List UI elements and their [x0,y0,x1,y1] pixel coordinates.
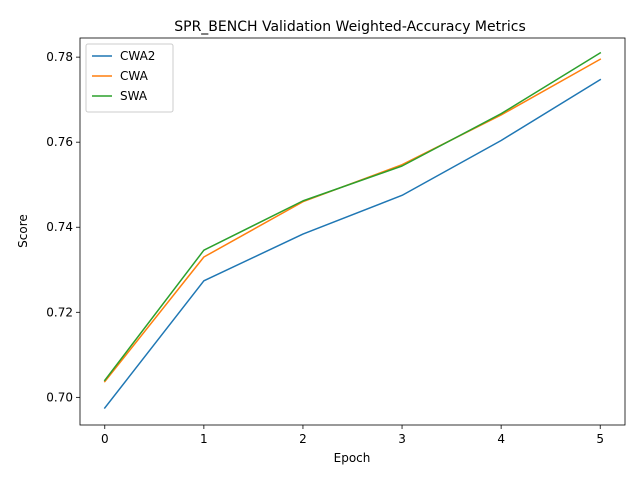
chart-title: SPR_BENCH Validation Weighted-Accuracy M… [174,19,526,35]
x-tick-label: 3 [398,432,406,446]
x-tick-label: 4 [497,432,505,446]
legend-label-cwa2: CWA2 [120,49,155,63]
y-tick-label: 0.70 [46,390,73,404]
series-lines [103,51,602,410]
x-tick-label: 0 [101,432,109,446]
x-tick-label: 1 [200,432,208,446]
y-tick-label: 0.74 [46,220,73,234]
y-tick-label: 0.72 [46,305,73,319]
legend: CWA2 CWA SWA [85,43,174,113]
x-tick-label: 2 [299,432,307,446]
x-tick-label: 5 [596,432,604,446]
y-tick-label: 0.78 [46,50,73,64]
x-axis-ticks: 0 1 2 3 4 5 [101,425,604,446]
plot-area-frame [79,37,626,426]
legend-label-swa: SWA [120,89,148,103]
legend-label-cwa: CWA [120,69,149,83]
y-axis-ticks: 0.70 0.72 0.74 0.76 0.78 [46,50,80,404]
series-line-cwa2 [103,78,602,410]
x-axis-label: Epoch [334,451,371,465]
y-tick-label: 0.76 [46,135,73,149]
legend-box [85,43,174,113]
y-axis-label: Score [16,214,30,248]
series-line-swa [103,51,602,382]
